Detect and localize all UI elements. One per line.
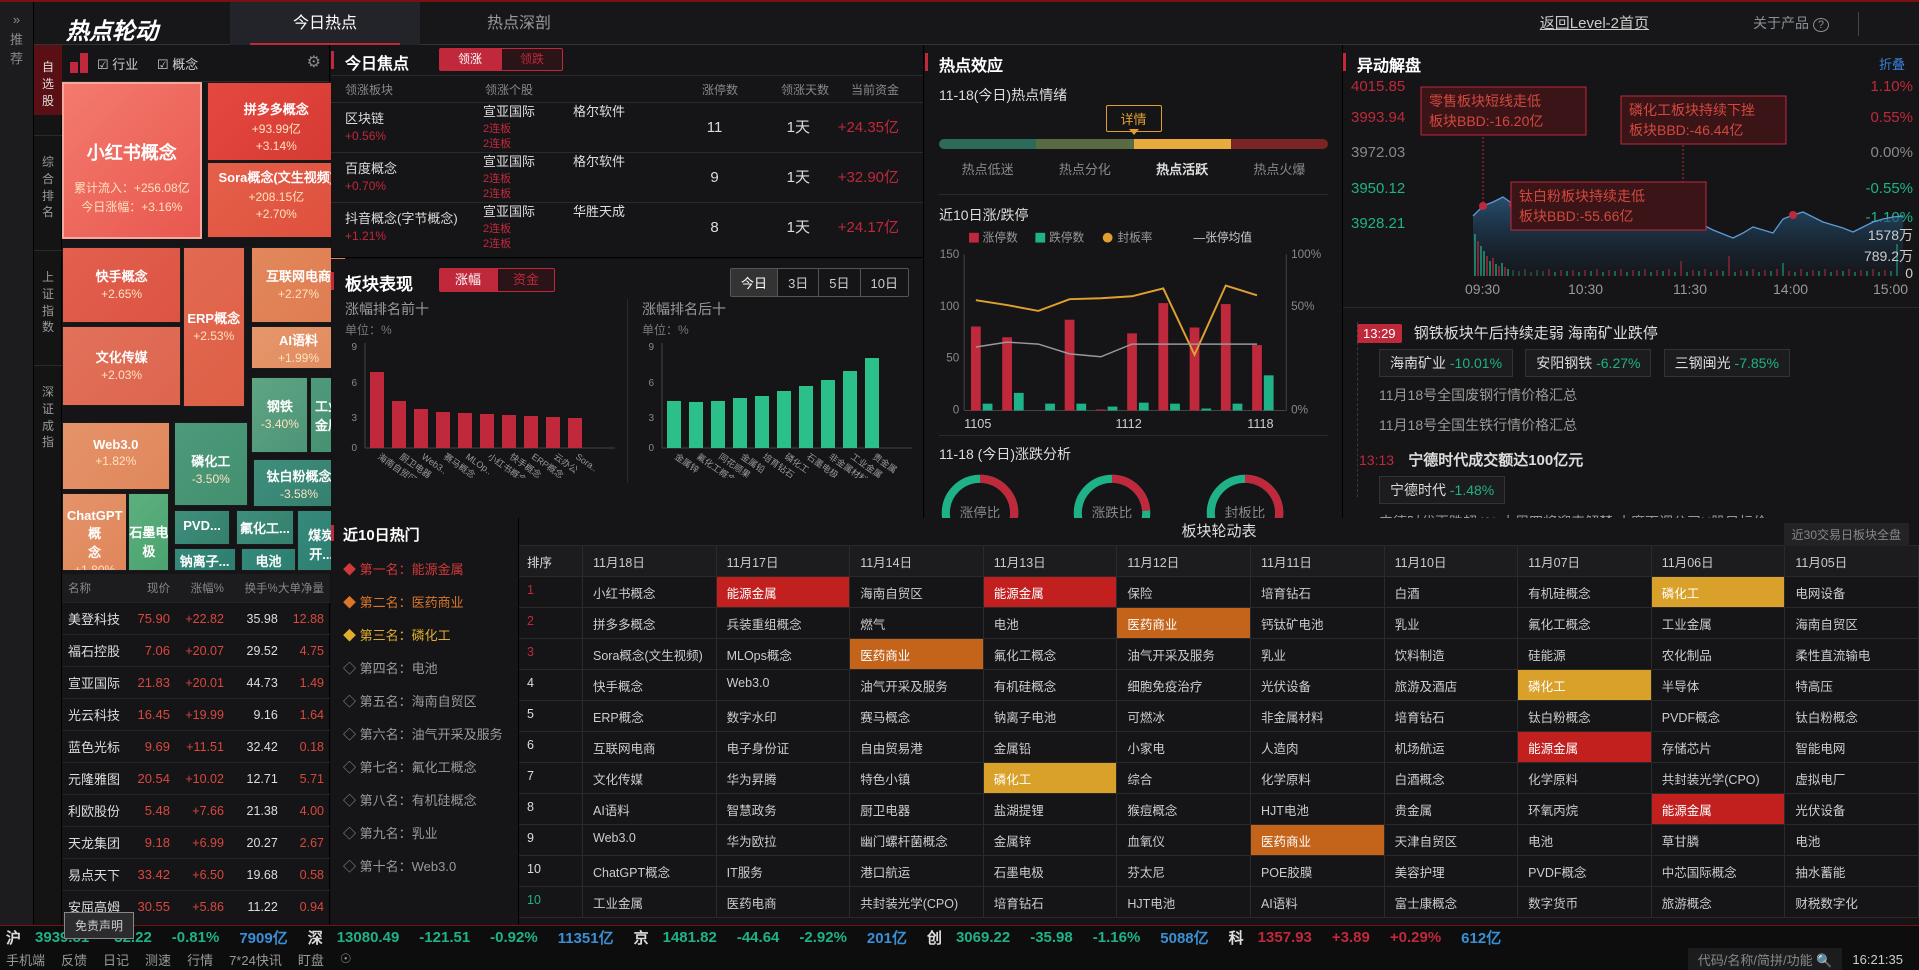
svg-text:9: 9	[351, 342, 357, 353]
svg-text:1112: 1112	[1115, 417, 1141, 430]
svg-text:1118: 1118	[1247, 417, 1273, 430]
svg-text:板块BBD:-16.20亿: 板块BBD:-16.20亿	[1429, 113, 1543, 129]
svg-text:6: 6	[648, 378, 654, 389]
svg-text:3: 3	[351, 413, 357, 424]
svg-text:50%: 50%	[1291, 300, 1314, 313]
svg-text:Sora..: Sora..	[574, 451, 599, 473]
svg-text:3950.12: 3950.12	[1351, 180, 1405, 197]
svg-text:0: 0	[351, 443, 357, 454]
svg-text:—张停均值: —张停均值	[1194, 231, 1253, 245]
svg-text:1578万: 1578万	[1868, 227, 1913, 243]
svg-text:3928.21: 3928.21	[1351, 215, 1405, 232]
svg-text:11:30: 11:30	[1673, 281, 1707, 297]
svg-text:0.55%: 0.55%	[1870, 109, 1913, 126]
svg-text:50: 50	[946, 352, 960, 365]
svg-text:跌停数: 跌停数	[1049, 231, 1084, 245]
svg-text:0%: 0%	[1291, 403, 1308, 416]
svg-text:金属锌: 金属锌	[673, 451, 701, 476]
svg-text:零售板块短线走低: 零售板块短线走低	[1429, 93, 1541, 109]
svg-text:6: 6	[351, 378, 357, 389]
svg-text:0: 0	[1905, 265, 1913, 281]
svg-text:14:00: 14:00	[1773, 281, 1808, 297]
svg-text:3993.94: 3993.94	[1351, 109, 1405, 126]
svg-text:100%: 100%	[1291, 248, 1321, 261]
svg-text:0: 0	[648, 443, 654, 454]
svg-text:3972.03: 3972.03	[1351, 144, 1405, 161]
svg-text:100: 100	[940, 300, 960, 313]
svg-text:9: 9	[648, 342, 654, 353]
svg-text:涨停数: 涨停数	[983, 231, 1018, 245]
svg-text:板块BBD:-46.44亿: 板块BBD:-46.44亿	[1629, 122, 1743, 138]
svg-text:磷化工板块持续下挫: 磷化工板块持续下挫	[1629, 102, 1755, 118]
svg-text:3: 3	[648, 413, 654, 424]
svg-text:封板率: 封板率	[1117, 231, 1152, 245]
svg-text:钛白粉板块持续走低: 钛白粉板块持续走低	[1519, 188, 1645, 204]
svg-text:0: 0	[953, 403, 960, 416]
svg-text:0.00%: 0.00%	[1870, 144, 1913, 161]
svg-text:789.2万: 789.2万	[1864, 248, 1913, 264]
svg-text:板块BBD:-55.66亿: 板块BBD:-55.66亿	[1519, 208, 1633, 224]
svg-text:1105: 1105	[964, 417, 991, 430]
svg-text:-0.55%: -0.55%	[1865, 180, 1913, 197]
svg-text:09:30: 09:30	[1465, 281, 1500, 297]
svg-text:1.10%: 1.10%	[1870, 79, 1913, 95]
svg-text:4015.85: 4015.85	[1351, 79, 1405, 95]
svg-text:15:00: 15:00	[1873, 281, 1908, 297]
svg-text:150: 150	[940, 248, 960, 261]
svg-text:10:30: 10:30	[1568, 281, 1603, 297]
